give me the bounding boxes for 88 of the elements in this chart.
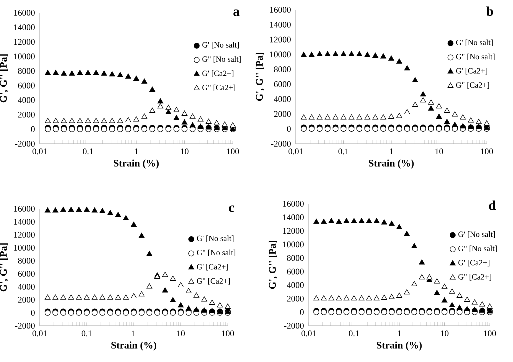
chart-title: c	[229, 206, 234, 212]
legend-label: G' [No salt]	[202, 42, 240, 49]
y-tick-label: -2000	[15, 141, 35, 147]
y-tick-label: 12000	[283, 228, 304, 234]
y-tick-label: 16000	[283, 201, 304, 207]
y-axis-title: G', G'' [Pa]	[0, 244, 8, 292]
legend-label: G' [No salt]	[456, 40, 493, 46]
legend-label: G" [Ca2+]	[456, 82, 490, 89]
x-tick-label: 0.1	[83, 148, 94, 155]
legend-label: G" [No salt]	[458, 246, 497, 252]
y-tick-label: 12000	[14, 39, 35, 46]
y-tick-label: 2000	[18, 112, 35, 118]
y-tick-label: 8000	[18, 258, 35, 264]
legend-label: G" [Ca2+]	[458, 274, 492, 281]
y-tick-label: 4000	[287, 282, 304, 288]
y-tick-label: 0	[287, 126, 291, 132]
legend-label: G" [Ca2+]	[202, 84, 236, 92]
y-tick-label: 16000	[14, 10, 35, 16]
x-tick-label: 1	[390, 148, 394, 154]
legend-label: G' [Ca2+]	[458, 260, 490, 267]
y-axis-title: G', G'' [Pa]	[256, 53, 264, 102]
y-tick-label: 10000	[14, 54, 35, 60]
legend-label: G' [No salt]	[458, 232, 496, 238]
y-tick-label: 8000	[274, 66, 291, 72]
x-tick-label: 0.01	[32, 330, 48, 337]
x-tick-label: 10	[177, 330, 185, 337]
y-tick-label: 6000	[18, 271, 35, 277]
y-tick-label: 14000	[14, 219, 35, 225]
legend-label: G" [No salt]	[456, 54, 495, 61]
x-tick-label: 10	[436, 148, 444, 155]
x-axis-title: Strain (%)	[377, 342, 422, 351]
x-tick-label: 100	[484, 330, 496, 337]
x-tick-label: 0.01	[288, 148, 304, 155]
x-tick-label: 10	[441, 330, 449, 337]
y-tick-label: 4000	[18, 97, 35, 104]
legend-label: G" [Ca2+]	[197, 278, 230, 285]
y-tick-label: 12000	[270, 36, 291, 43]
y-tick-label: -2000	[15, 323, 35, 329]
y-axis-title: G', G'' [Pa]	[268, 241, 278, 290]
y-tick-label: 14000	[283, 214, 304, 220]
x-tick-label: 0.01	[302, 330, 316, 337]
y-tick-label: 0	[31, 310, 35, 316]
x-axis-title: Strain (%)	[114, 160, 159, 169]
y-tick-label: 16000	[270, 7, 291, 13]
y-tick-label: -2000	[284, 323, 304, 329]
y-tick-label: 16000	[14, 206, 35, 212]
legend-label: G' [No salt]	[197, 236, 234, 242]
x-axis-title: Strain (%)	[369, 160, 414, 169]
y-tick-label: 6000	[274, 82, 291, 88]
y-tick-label: 0	[31, 126, 35, 132]
legend-label: G" [No salt]	[197, 250, 236, 256]
x-tick-label: 1	[132, 330, 136, 336]
y-tick-label: 4000	[18, 284, 35, 290]
legend-label: G' [Ca2+]	[202, 70, 234, 78]
x-tick-label: 1	[398, 330, 402, 336]
y-tick-label: 14000	[270, 22, 291, 28]
x-tick-label: 0.1	[349, 330, 360, 337]
x-tick-label: 0.1	[338, 148, 349, 155]
y-tick-label: 0	[300, 310, 304, 316]
x-tick-label: 100	[227, 148, 240, 155]
y-tick-label: 10000	[270, 52, 291, 58]
chart-title: b	[486, 6, 494, 16]
x-tick-label: 100	[222, 330, 234, 337]
y-tick-label: 14000	[14, 24, 35, 30]
y-tick-label: 2000	[18, 297, 35, 303]
legend-label: G" [No salt]	[202, 56, 241, 64]
y-tick-label: 2000	[287, 296, 304, 302]
y-tick-label: 12000	[14, 232, 35, 238]
y-tick-label: 4000	[274, 96, 291, 102]
chart-title: d	[489, 200, 496, 210]
legend-label: G' [Ca2+]	[456, 68, 488, 75]
x-tick-label: 0.1	[82, 330, 92, 337]
x-tick-label: 10	[181, 148, 189, 155]
y-tick-label: 10000	[14, 245, 35, 251]
y-tick-label: 6000	[287, 268, 304, 275]
chart-title: a	[234, 10, 240, 16]
x-axis-title: Strain (%)	[112, 342, 156, 351]
y-tick-label: 8000	[287, 255, 304, 262]
x-tick-label: 0.01	[32, 148, 48, 155]
y-axis-title: G', G'' [Pa]	[0, 54, 8, 103]
y-tick-label: 6000	[18, 82, 35, 89]
x-tick-label: 1	[135, 148, 138, 154]
legend-label: G' [Ca2+]	[197, 264, 228, 271]
y-tick-label: 8000	[18, 68, 35, 74]
y-tick-label: 2000	[274, 111, 291, 118]
x-tick-label: 100	[481, 148, 494, 155]
y-tick-label: 10000	[283, 242, 304, 248]
y-tick-label: -2000	[271, 141, 291, 147]
